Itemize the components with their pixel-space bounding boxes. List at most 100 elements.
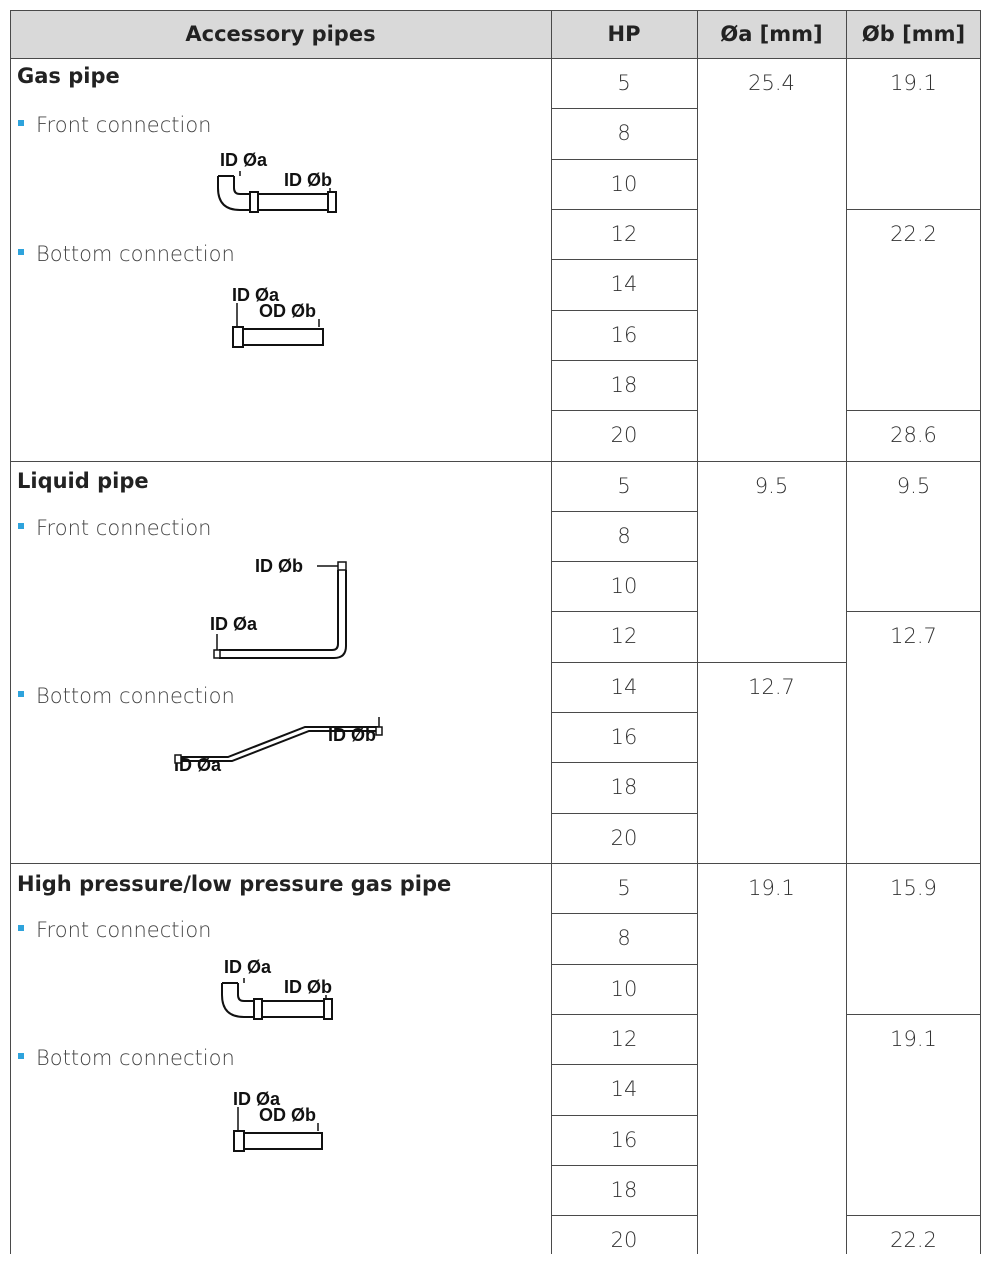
table-cell: 8	[617, 926, 631, 950]
gas-pipe-front-diagram: ID Øa ID Øb	[217, 150, 337, 213]
table-rule	[10, 863, 981, 864]
table-rule	[551, 1215, 697, 1216]
table-rule	[10, 10, 981, 11]
pipe-label: ID Øb	[284, 977, 332, 997]
table-cell: 28.6	[890, 423, 937, 447]
table-cell: 5	[617, 474, 631, 498]
table-rule	[551, 259, 697, 260]
table-rule	[551, 159, 697, 160]
pipe-label: ID Øa	[232, 285, 280, 305]
list-item-label: Bottom connection	[36, 684, 235, 708]
table-cell: 18	[610, 775, 638, 799]
table-cell: 5	[617, 876, 631, 900]
table-rule	[551, 611, 697, 612]
header-hp: HP	[607, 22, 641, 46]
table-rule	[551, 662, 697, 663]
header-ob: Øb [mm]	[861, 22, 966, 46]
table-cell: 12	[610, 624, 638, 648]
table-rule	[846, 1014, 981, 1015]
table-rule	[10, 461, 981, 462]
table-rule	[551, 1064, 697, 1065]
table-header	[10, 10, 981, 58]
table-cell: 12.7	[748, 675, 795, 699]
table-cell: 20	[610, 423, 638, 447]
table-rule	[846, 209, 981, 210]
table-rule	[551, 712, 697, 713]
list-item-label: Front connection	[36, 113, 212, 137]
table-rule	[551, 108, 697, 109]
table-rule	[551, 1014, 697, 1015]
table-rule	[697, 10, 698, 1254]
table-cell: 16	[610, 323, 638, 347]
table-cell: 22.2	[890, 1228, 937, 1252]
table-cell: 8	[617, 121, 631, 145]
table-cell: 5	[617, 71, 631, 95]
table-rule	[697, 662, 846, 663]
section-title: Gas pipe	[17, 64, 120, 88]
table-rule	[551, 813, 697, 814]
table-cell: 10	[610, 172, 638, 196]
section-title: High pressure/low pressure gas pipe	[17, 872, 452, 896]
list-item: Front connection	[18, 918, 212, 942]
liquid-pipe-front-diagram: ID Øb ID Øa	[210, 556, 347, 659]
table-rule	[10, 58, 981, 59]
table-rule	[551, 410, 697, 411]
table-cell: 19.1	[890, 1027, 937, 1051]
table-cell: 14	[610, 272, 638, 296]
table-rule	[551, 913, 697, 914]
table-rule	[846, 611, 981, 612]
table-rule	[551, 561, 697, 562]
liquid-pipe-bottom-diagram: ID Øb ID Øa	[174, 717, 383, 775]
table-cell: 12.7	[890, 624, 937, 648]
list-item-label: Front connection	[36, 918, 212, 942]
table-rule	[551, 1115, 697, 1116]
bullet-icon	[18, 523, 24, 529]
table-cell: 16	[610, 725, 638, 749]
table-rule	[551, 10, 552, 1254]
pipe-label: ID Øa	[233, 1089, 281, 1109]
pipe-label: OD Øb	[259, 1105, 316, 1125]
table-cell: 10	[610, 977, 638, 1001]
list-item-label: Front connection	[36, 516, 212, 540]
gas-pipe-bottom-diagram: ID Øa OD Øb	[232, 285, 324, 348]
pipe-label: ID Øa	[210, 614, 258, 634]
bullet-icon	[18, 691, 24, 697]
bullet-icon	[18, 1053, 24, 1059]
list-item: Bottom connection	[18, 684, 235, 708]
list-item: Front connection	[18, 516, 212, 540]
table-cell: 20	[610, 826, 638, 850]
bullet-icon	[18, 120, 24, 126]
table-cell: 15.9	[890, 876, 937, 900]
table-rule	[551, 762, 697, 763]
pipe-label: ID Øb	[255, 556, 303, 576]
table-cell: 19.1	[890, 71, 937, 95]
section-title: Liquid pipe	[17, 469, 149, 493]
list-item: Bottom connection	[18, 1046, 235, 1070]
table-rule	[846, 10, 847, 1254]
table-rule	[551, 310, 697, 311]
table-cell: 9.5	[754, 474, 789, 498]
header-accessory-pipes: Accessory pipes	[185, 22, 376, 46]
list-item-label: Bottom connection	[36, 1046, 235, 1070]
list-item: Bottom connection	[18, 242, 235, 266]
list-item-label: Bottom connection	[36, 242, 235, 266]
table-cell: 14	[610, 1077, 638, 1101]
table-rule	[551, 360, 697, 361]
table-cell: 16	[610, 1128, 638, 1152]
table-cell: 8	[617, 524, 631, 548]
table-rule	[10, 10, 11, 1254]
pipe-label: ID Øa	[224, 957, 272, 977]
pipe-label: ID Øb	[284, 170, 332, 190]
table-cell: 10	[610, 574, 638, 598]
pipe-label: ID Øa	[220, 150, 268, 170]
table-cell: 12	[610, 1027, 638, 1051]
bullet-icon	[18, 249, 24, 255]
table-rule	[551, 209, 697, 210]
table-cell: 9.5	[896, 474, 931, 498]
hp-lp-pipe-front-diagram: ID Øa ID Øb	[221, 957, 333, 1020]
hp-lp-pipe-bottom-diagram: ID Øa OD Øb	[233, 1089, 323, 1152]
table-rule	[551, 1165, 697, 1166]
table-cell: 22.2	[890, 222, 937, 246]
table-cell: 12	[610, 222, 638, 246]
table-rule	[551, 511, 697, 512]
